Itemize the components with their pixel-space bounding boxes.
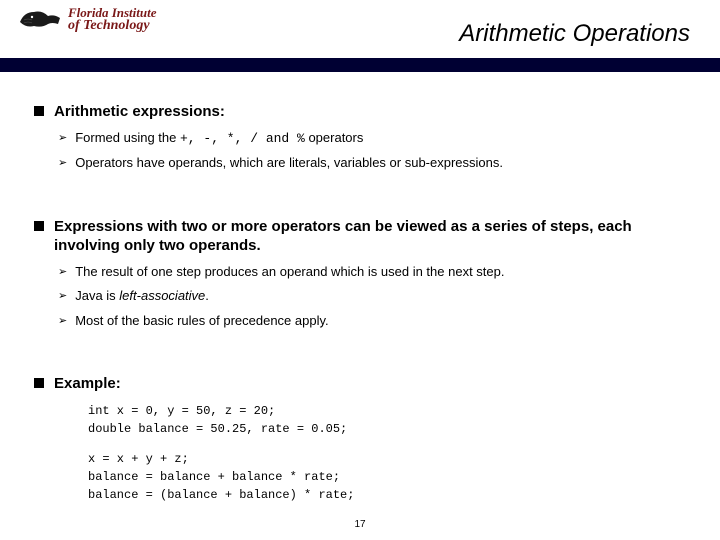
code-fragment: +, -, *, / and %: [180, 131, 305, 146]
sub-bullet-text: Most of the basic rules of precedence ap…: [75, 312, 328, 330]
bullet-level-2: ➢ Most of the basic rules of precedence …: [58, 312, 686, 330]
bullet-level-2: ➢ Java is left-associative.: [58, 287, 686, 305]
bullet-level-1: Expressions with two or more operators c…: [34, 217, 686, 256]
institution-logo: Florida Institute of Technology: [18, 4, 157, 34]
code-example: int x = 0, y = 50, z = 20; double balanc…: [88, 402, 686, 504]
code-line: balance = (balance + balance) * rate;: [88, 486, 686, 504]
logo-text: Florida Institute of Technology: [68, 6, 157, 33]
italic-fragment: left-associative: [119, 288, 205, 303]
text-fragment: Java is: [75, 288, 119, 303]
sub-bullet-text: Java is left-associative.: [75, 287, 209, 305]
arrow-bullet-icon: ➢: [58, 314, 67, 327]
square-bullet-icon: [34, 221, 44, 231]
sub-bullet-text: The result of one step produces an opera…: [75, 263, 504, 281]
square-bullet-icon: [34, 106, 44, 116]
text-fragment: operators: [305, 130, 364, 145]
slide-content: Arithmetic expressions: ➢ Formed using t…: [0, 72, 720, 514]
bullet-level-1: Example:: [34, 374, 686, 394]
bullet-level-2: ➢ Formed using the +, -, *, / and % oper…: [58, 129, 686, 148]
text-fragment: .: [205, 288, 209, 303]
text-fragment: Formed using the: [75, 130, 180, 145]
code-line: balance = balance + balance * rate;: [88, 468, 686, 486]
bullet-level-2: ➢ The result of one step produces an ope…: [58, 263, 686, 281]
slide-header: Florida Institute of Technology Arithmet…: [0, 0, 720, 58]
slide-title: Arithmetic Operations: [459, 20, 690, 48]
code-line: double balance = 50.25, rate = 0.05;: [88, 420, 686, 438]
arrow-bullet-icon: ➢: [58, 265, 67, 278]
sub-bullet-text: Formed using the +, -, *, / and % operat…: [75, 129, 363, 148]
page-number: 17: [354, 519, 365, 530]
bullet-text: Example:: [54, 374, 121, 394]
logo-line-2: of Technology: [68, 19, 157, 33]
square-bullet-icon: [34, 378, 44, 388]
bullet-text: Expressions with two or more operators c…: [54, 217, 686, 256]
arrow-bullet-icon: ➢: [58, 289, 67, 302]
panther-icon: [18, 4, 62, 34]
header-divider-bar: [0, 58, 720, 72]
arrow-bullet-icon: ➢: [58, 131, 67, 144]
bullet-level-2: ➢ Operators have operands, which are lit…: [58, 154, 686, 172]
arrow-bullet-icon: ➢: [58, 156, 67, 169]
logo-line-1: Florida Institute: [68, 6, 157, 19]
sub-bullet-text: Operators have operands, which are liter…: [75, 154, 503, 172]
code-line: int x = 0, y = 50, z = 20;: [88, 402, 686, 420]
bullet-level-1: Arithmetic expressions:: [34, 102, 686, 122]
bullet-text: Arithmetic expressions:: [54, 102, 225, 122]
code-line: x = x + y + z;: [88, 450, 686, 468]
